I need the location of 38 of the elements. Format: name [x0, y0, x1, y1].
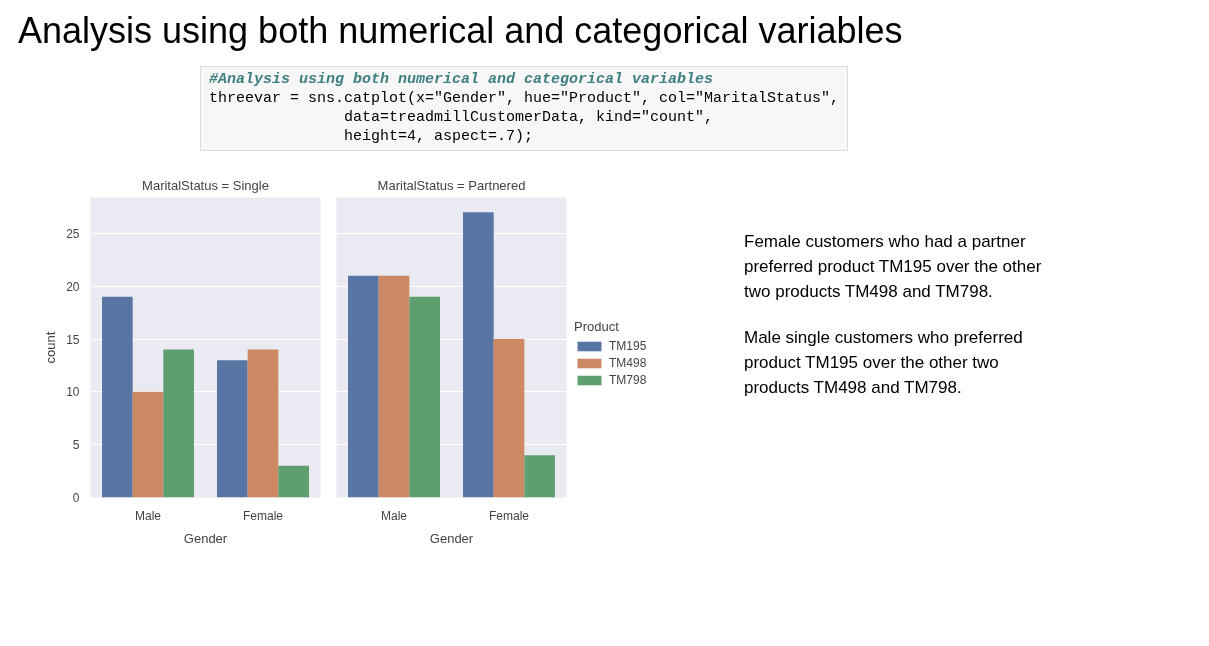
bar: [102, 297, 133, 498]
y-tick-label: 0: [72, 491, 80, 506]
bar: [247, 350, 279, 498]
x-tick-label: Female: [242, 508, 284, 523]
x-tick-label: Male: [135, 508, 162, 523]
bar: [132, 392, 164, 498]
bar: [348, 276, 379, 498]
x-axis-title: Gender: [429, 530, 474, 546]
bar: [524, 455, 555, 498]
legend-label: TM498: [609, 356, 647, 371]
bar: [217, 360, 248, 498]
y-axis-title: count: [43, 331, 59, 364]
chart-title: MaritalStatus = Single: [142, 177, 269, 193]
text: threevar = sns.catplot(x="Gender", hue="Product", col="MaritalStatus",: [209, 90, 840, 108]
x-tick-label: Male: [381, 508, 408, 523]
y-tick-label: 20: [66, 280, 80, 295]
text: Male single customers who preferred product TM195 over the other two products TM498 and TM798.: [744, 327, 1024, 399]
chart-title: MaritalStatus = Partnered: [377, 177, 526, 193]
bar: [278, 466, 309, 498]
y-tick-label: 15: [66, 332, 80, 347]
text: height=4, aspect=.7);: [344, 127, 534, 145]
text: data=treadmillCustomerData, kind="count",: [344, 108, 714, 126]
legend-label: TM798: [609, 373, 647, 388]
legend-label: TM195: [609, 339, 647, 354]
legend-title: Product: [574, 319, 620, 335]
y-tick-label: 5: [72, 438, 80, 453]
bar: [493, 339, 525, 498]
bar: [463, 212, 494, 498]
y-tick-label: 10: [66, 385, 80, 400]
bar: [163, 350, 194, 498]
bar: [409, 297, 440, 498]
bar: [378, 276, 410, 498]
x-axis-title: Gender: [183, 530, 228, 546]
y-tick-label: 25: [66, 227, 80, 242]
text: #Analysis using both numerical and categorical variables: [209, 71, 714, 89]
x-tick-label: Female: [488, 508, 530, 523]
text: Female customers who had a partner preferred product TM195 over the other two products TM498 and TM798.: [744, 231, 1043, 303]
text: Analysis using both numerical and categorical variables: [18, 9, 903, 53]
